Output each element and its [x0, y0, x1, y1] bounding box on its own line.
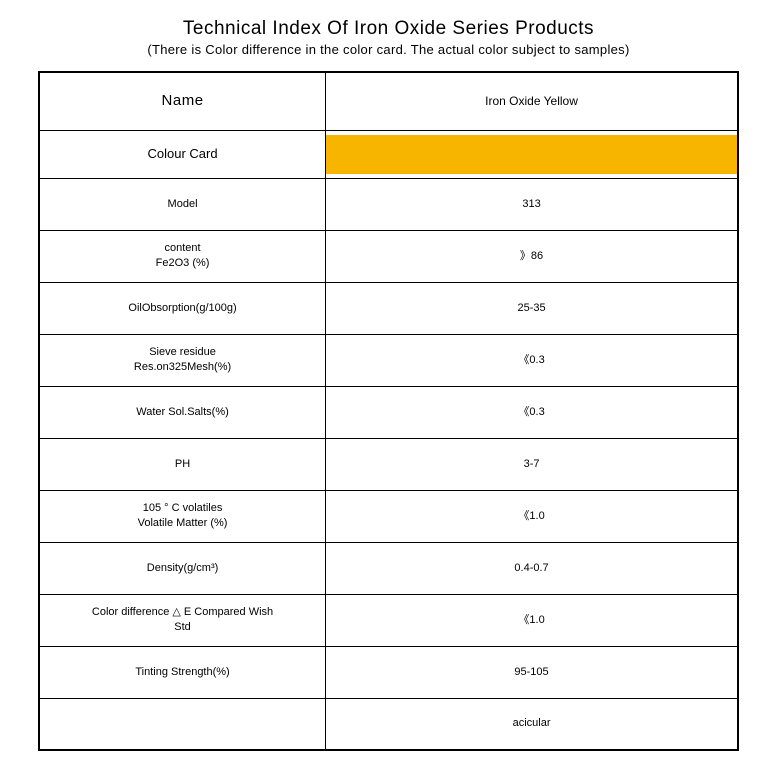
- spec-value-cell: 《1.0: [326, 490, 738, 542]
- header-name-label: Name: [162, 92, 204, 109]
- spec-value-cell: 3-7: [326, 438, 738, 490]
- table-row: Model 313: [39, 178, 738, 230]
- colour-card-row: Colour Card: [39, 130, 738, 178]
- spec-label-cell: Color difference △ E Compared Wish Std: [39, 594, 326, 646]
- table-row: OilObsorption(g/100g) 25-35: [39, 282, 738, 334]
- spec-sublabel: Fe2O3 (%): [46, 256, 319, 271]
- table-row: acicular: [39, 698, 738, 750]
- page-title: Technical Index Of Iron Oxide Series Pro…: [38, 18, 739, 40]
- colour-card-label-cell: Colour Card: [39, 130, 326, 178]
- colour-swatch: [326, 135, 737, 174]
- spec-value-cell: 《0.3: [326, 386, 738, 438]
- spec-label-cell: PH: [39, 438, 326, 490]
- spec-label-cell: [39, 698, 326, 750]
- spec-label-cell: Tinting Strength(%): [39, 646, 326, 698]
- spec-label: Density(g/cm³): [147, 562, 219, 574]
- colour-card-label: Colour Card: [147, 146, 217, 161]
- spec-label-cell: Sieve residue Res.on325Mesh(%): [39, 334, 326, 386]
- spec-label-cell: OilObsorption(g/100g): [39, 282, 326, 334]
- spec-label-cell: Water Sol.Salts(%): [39, 386, 326, 438]
- spec-label: Color difference △ E Compared Wish: [92, 606, 273, 618]
- spec-value-cell: acicular: [326, 698, 738, 750]
- table-header-row: Name Iron Oxide Yellow: [39, 72, 738, 130]
- page-subtitle: (There is Color difference in the color …: [38, 42, 739, 57]
- table-row: 105 ° C volatiles Volatile Matter (%) 《1.0: [39, 490, 738, 542]
- spec-table: Name Iron Oxide Yellow Colour Card Model…: [38, 71, 739, 751]
- table-row: content Fe2O3 (%) 》86: [39, 230, 738, 282]
- spec-value-cell: 95-105: [326, 646, 738, 698]
- spec-label-cell: 105 ° C volatiles Volatile Matter (%): [39, 490, 326, 542]
- spec-value-cell: 《0.3: [326, 334, 738, 386]
- spec-label-cell: Model: [39, 178, 326, 230]
- spec-label: PH: [175, 458, 190, 470]
- header-name-cell: Name: [39, 72, 326, 130]
- table-row: Density(g/cm³) 0.4-0.7: [39, 542, 738, 594]
- spec-value-cell: 25-35: [326, 282, 738, 334]
- table-row: Color difference △ E Compared Wish Std 《1.…: [39, 594, 738, 646]
- colour-swatch-cell: [326, 130, 738, 178]
- spec-sublabel: Res.on325Mesh(%): [46, 360, 319, 375]
- spec-label: OilObsorption(g/100g): [128, 302, 236, 314]
- spec-sublabel: Std: [46, 620, 319, 635]
- table-row: Water Sol.Salts(%) 《0.3: [39, 386, 738, 438]
- spec-label-cell: Density(g/cm³): [39, 542, 326, 594]
- table-row: PH 3-7: [39, 438, 738, 490]
- table-row: Sieve residue Res.on325Mesh(%) 《0.3: [39, 334, 738, 386]
- spec-value-cell: 313: [326, 178, 738, 230]
- spec-sublabel: Volatile Matter (%): [46, 516, 319, 531]
- spec-label: Model: [168, 198, 198, 210]
- spec-value-cell: 《1.0: [326, 594, 738, 646]
- spec-label: Tinting Strength(%): [135, 666, 229, 678]
- spec-label: content: [164, 242, 200, 254]
- spec-value-cell: 》86: [326, 230, 738, 282]
- spec-label: Sieve residue: [149, 346, 216, 358]
- spec-label: Water Sol.Salts(%): [136, 406, 229, 418]
- spec-label-cell: content Fe2O3 (%): [39, 230, 326, 282]
- spec-label: 105 ° C volatiles: [143, 502, 223, 514]
- document-page: Technical Index Of Iron Oxide Series Pro…: [0, 0, 777, 771]
- table-row: Tinting Strength(%) 95-105: [39, 646, 738, 698]
- header-product-cell: Iron Oxide Yellow: [326, 72, 738, 130]
- spec-value-cell: 0.4-0.7: [326, 542, 738, 594]
